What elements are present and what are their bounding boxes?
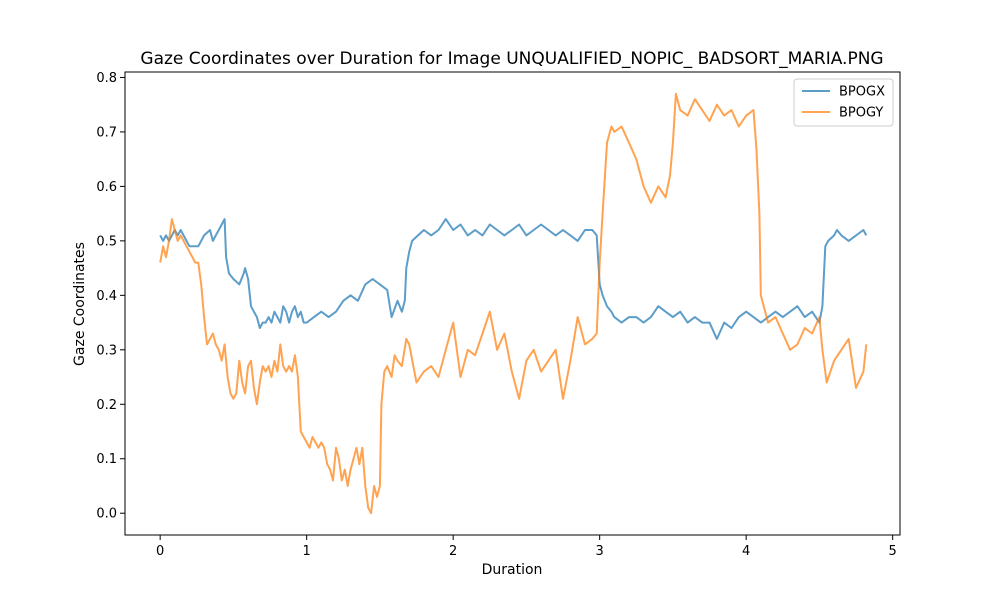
y-axis-label: Gaze Coordinates [72, 242, 88, 366]
x-tick-label: 5 [889, 544, 897, 559]
y-axis: 0.0 0.1 0.2 0.3 0.4 0.5 0.6 0.7 0.8 [96, 71, 125, 522]
plot-frame [124, 71, 901, 536]
x-tick-label: 0 [156, 544, 164, 559]
x-axis-label: Duration [482, 562, 543, 578]
y-tick-label: 0.0 [96, 507, 117, 522]
x-tick-label: 4 [742, 544, 750, 559]
series-line-bpogy [159, 92, 868, 515]
y-tick-label: 0.1 [96, 452, 117, 467]
y-tick-label: 0.5 [96, 234, 117, 249]
y-tick-label: 0.2 [96, 398, 117, 413]
y-tick-label: 0.4 [96, 289, 117, 304]
y-tick-label: 0.8 [96, 71, 117, 86]
x-tick-label: 2 [449, 544, 457, 559]
plot-area [159, 92, 868, 515]
x-tick-label: 3 [596, 544, 604, 559]
legend-label-bpogy: BPOGY [839, 106, 883, 121]
y-tick-label: 0.3 [96, 343, 117, 358]
x-axis: 0 1 2 3 4 5 [156, 535, 897, 559]
series-line-bpogx [159, 218, 868, 340]
x-tick-label: 1 [303, 544, 311, 559]
y-tick-label: 0.6 [96, 180, 117, 195]
chart-title: Gaze Coordinates over Duration for Image… [140, 49, 883, 69]
legend: BPOGX BPOGY [793, 78, 894, 127]
legend-label-bpogx: BPOGX [839, 85, 885, 100]
y-tick-label: 0.7 [96, 125, 117, 140]
